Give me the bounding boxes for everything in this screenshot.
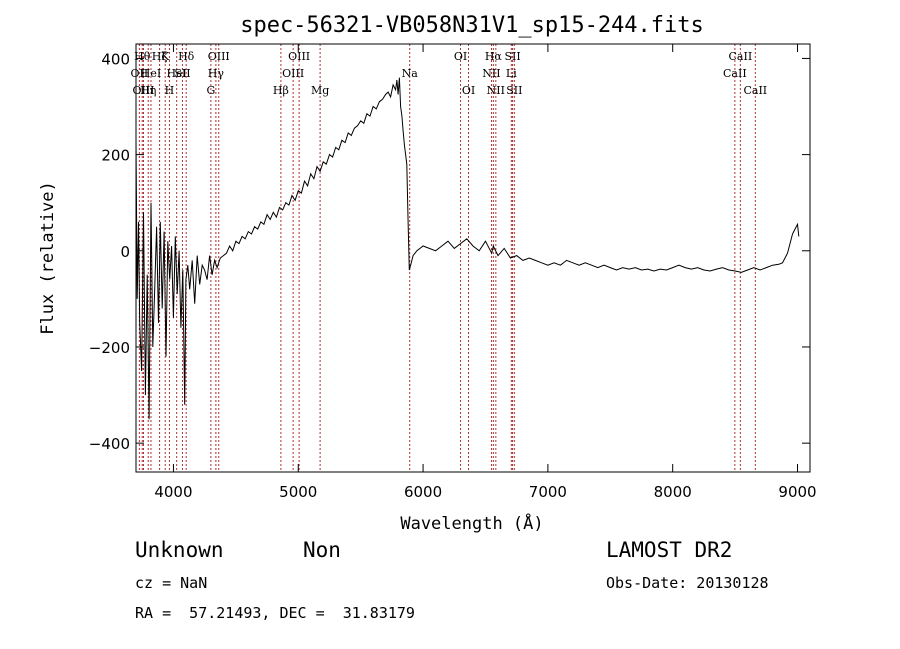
x-tick-label-5: 9000	[778, 483, 816, 501]
line-label-21: NII	[482, 67, 500, 80]
line-label-6: K	[161, 50, 170, 63]
line-label-29: CaII	[743, 84, 767, 97]
line-label-28: CaII	[729, 50, 753, 63]
line-label-5: Hζ	[152, 50, 168, 63]
line-label-10: Hδ	[178, 50, 195, 63]
line-label-8: HeI	[166, 67, 186, 80]
line-label-11: G	[206, 84, 215, 97]
plot-frame	[135, 43, 811, 473]
line-label-26: SII	[506, 84, 522, 97]
y-tick-label-2: 0	[120, 243, 130, 261]
line-label-2: OIII	[132, 84, 154, 97]
observation-date: Obs-Date: 20130128	[606, 574, 769, 592]
x-tick-label-0: 4000	[154, 483, 192, 501]
chart-title: spec-56321-VB058N31V1_sp15-244.fits	[240, 13, 704, 38]
line-label-18: Na	[402, 67, 419, 80]
y-tick-label-1: −200	[89, 339, 130, 357]
line-label-24: Li	[506, 67, 517, 80]
line-label-22: Hα	[485, 50, 503, 63]
line-label-17: Mg	[311, 84, 329, 97]
line-label-15: OIII	[282, 67, 304, 80]
y-tick-label-4: 400	[101, 50, 130, 68]
redshift-readout: cz = NaN	[135, 574, 208, 592]
coordinates-readout: RA = 57.21493, DEC = 31.83179	[135, 604, 415, 622]
line-label-0: OII	[131, 67, 149, 80]
y-axis-label: Flux (relative)	[38, 181, 58, 335]
line-label-14: Hβ	[273, 84, 289, 97]
y-tick-label-0: −400	[89, 435, 130, 453]
line-label-3: Hη	[140, 84, 156, 97]
line-label-16: OIII	[288, 50, 310, 63]
line-label-4: HeI	[141, 67, 161, 80]
survey-name: LAMOST DR2	[606, 538, 733, 562]
object-class: Unknown	[135, 538, 224, 562]
x-tick-label-2: 6000	[404, 483, 442, 501]
x-axis-ticks: 4000 5000 6000 7000 8000 9000	[154, 44, 817, 501]
y-tick-label-3: 200	[101, 147, 130, 165]
line-label-19: OI	[454, 50, 467, 63]
x-tick-label-3: 7000	[529, 483, 567, 501]
spectrum-line	[135, 77, 800, 420]
line-label-23: NII	[487, 84, 505, 97]
line-label-13: OIII	[208, 50, 230, 63]
line-label-27: CaII	[723, 67, 747, 80]
line-label-7: H	[165, 84, 175, 97]
line-label-9: SII	[174, 67, 190, 80]
y-axis-ticks: −400 −200 0 200 400	[89, 50, 810, 453]
line-label-1: Hθ	[134, 50, 151, 63]
x-tick-label-4: 8000	[654, 483, 692, 501]
object-subclass: Non	[303, 538, 341, 562]
spectral-line-markers	[138, 44, 756, 472]
line-label-20: OI	[462, 84, 475, 97]
line-label-12: Hγ	[208, 67, 225, 80]
line-label-25: SII	[504, 50, 520, 63]
x-axis-label: Wavelength (Å)	[400, 512, 543, 534]
x-tick-label-1: 5000	[279, 483, 317, 501]
spectral-line-labels: OIIHθOIIIHηHeIHζKHHeISIIHδGHγOIIIHβOIIIO…	[131, 50, 768, 97]
